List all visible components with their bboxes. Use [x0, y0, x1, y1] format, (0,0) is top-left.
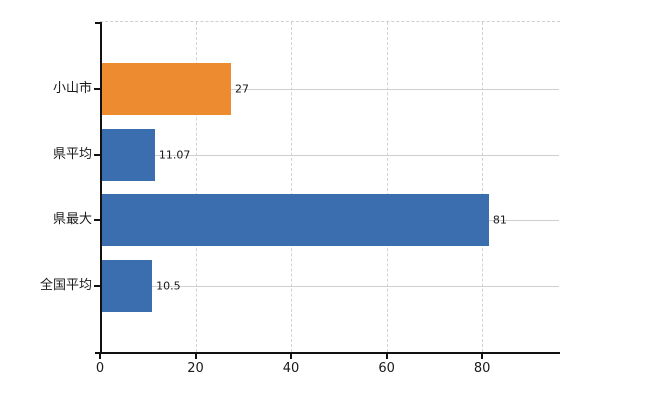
bar-value-label: 11.07	[158, 148, 191, 161]
category-label: 県平均	[52, 146, 92, 162]
x-tick-0	[99, 354, 101, 359]
category-tick	[94, 219, 100, 221]
x-tick-label: 80	[473, 361, 491, 376]
category-label: 県最大	[52, 212, 92, 227]
gridline-x-80	[482, 22, 484, 352]
x-tick-label: 40	[282, 361, 300, 376]
category-tick	[94, 88, 100, 90]
x-tick-80	[481, 354, 484, 359]
gridline-x-40	[291, 22, 293, 352]
gridline-x-60	[386, 22, 388, 352]
x-tick-label: 20	[187, 361, 204, 376]
x-axis	[95, 352, 560, 354]
y-axis-end-tick	[95, 22, 101, 24]
bar-value-label: 10.5	[156, 279, 181, 292]
bar-value-label: 27	[234, 82, 249, 96]
x-tick-60	[385, 354, 388, 359]
x-tick-label: 0	[95, 361, 105, 376]
bar-value-label: 81	[492, 213, 507, 227]
plot-top-border	[100, 21, 560, 22]
category-tick	[94, 153, 100, 156]
x-tick-20	[194, 354, 197, 359]
bar-highlight	[102, 63, 231, 115]
bar-value	[102, 259, 153, 312]
gridline-row	[101, 285, 559, 287]
bar-value	[102, 194, 489, 246]
x-tick-label: 60	[378, 361, 395, 376]
gridline-row	[101, 154, 559, 156]
x-tick-40	[290, 354, 293, 359]
category-label: 全国平均	[39, 277, 92, 293]
category-label: 小山市	[52, 81, 92, 96]
gridline-x-20	[195, 22, 197, 352]
bar-value	[102, 128, 155, 181]
y-axis	[100, 22, 102, 354]
category-tick	[94, 284, 100, 287]
gridline-row	[101, 89, 559, 90]
